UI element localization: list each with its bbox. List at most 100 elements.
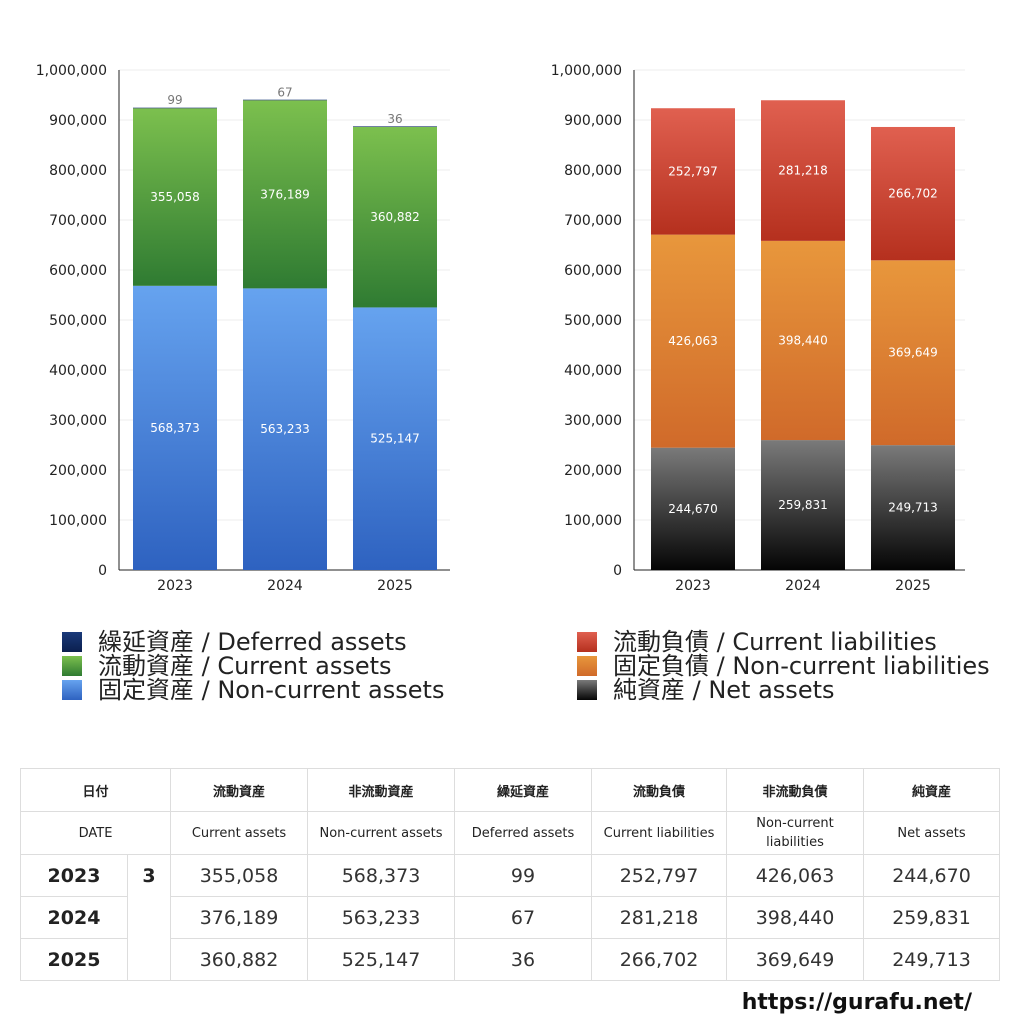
legend-item-noncurrent-liabilities: 固定負債 / Non-current liabilities [577,654,990,678]
x-tick-label: 2024 [267,578,303,594]
row-year: 2024 [20,896,128,939]
data-label: 281,218 [778,164,828,178]
y-tick-label: 800,000 [564,163,622,179]
row-year: 2025 [20,938,128,981]
y-tick-label: 200,000 [564,463,622,479]
y-tick-label: 900,000 [49,113,107,129]
data-label: 568,373 [150,421,200,435]
cell-net-assets: 259,831 [863,896,1001,939]
financial-data-table: 日付 流動資産 非流動資産 繰延資産 流動負債 非流動負債 純資産 DATE C… [19,768,1001,981]
bar-segment [353,126,437,127]
cell-noncurrent-liabilities: 426,063 [726,854,865,897]
data-label: 36 [387,112,402,126]
bar-segment [871,445,955,570]
cell-net-assets: 249,713 [863,938,1001,981]
legend-label: 純資産 / Net assets [613,676,835,704]
data-label: 67 [277,85,292,99]
header-noncurrent-liabilities-jp: 非流動負債 [726,768,865,812]
bar-segment [761,240,845,441]
header-deferred-assets-en: Deferred assets [454,811,593,855]
legend-swatch [577,632,597,652]
cell-current-assets: 355,058 [170,854,309,897]
data-label: 376,189 [260,187,310,201]
charts-canvas: 0 100,000 200,000 300,000 400,000 500,000 600,… [36,63,965,594]
legend-item-current-liabilities: 流動負債 / Current liabilities [577,630,990,654]
legend-item-deferred-assets: 繰延資産 / Deferred assets [62,630,444,654]
liabilities-legend: 流動負債 / Current liabilities 固定負債 / Non-cu… [577,630,990,702]
bar-segment [761,440,845,570]
cell-deferred-assets: 99 [454,854,593,897]
legend-label: 流動負債 / Current liabilities [613,628,937,656]
legend-label: 流動資産 / Current assets [98,652,392,680]
data-label: 355,058 [150,190,200,204]
legend-item-noncurrent-assets: 固定資産 / Non-current assets [62,678,444,702]
table-header-jp: 日付 流動資産 非流動資産 繰延資産 流動負債 非流動負債 純資産 [19,768,1001,812]
source-url-link[interactable]: https://gurafu.net/ [741,990,972,1015]
y-tick-label: 500,000 [49,313,107,329]
data-label: 99 [167,93,182,107]
y-tick-label: 500,000 [564,313,622,329]
assets-legend: 繰延資産 / Deferred assets 流動資産 / Current as… [62,630,444,702]
header-noncurrent-assets-jp: 非流動資産 [307,768,456,812]
y-tick-label: 100,000 [564,513,622,529]
legend-label: 固定負債 / Non-current liabilities [613,652,990,680]
bar-segment [353,126,437,308]
table-row: 2025 360,882 525,147 36 266,702 369,649 … [20,938,1001,981]
bar-segment [243,288,327,570]
data-label: 369,649 [888,346,938,360]
bar-segment [243,99,327,101]
header-noncurrent-assets-en: Non-current assets [307,811,456,855]
y-tick-label: 0 [613,563,622,579]
data-label: 525,147 [370,432,420,446]
data-label: 266,702 [888,187,938,201]
data-label: 252,797 [668,164,718,178]
data-label: 249,713 [888,501,938,515]
y-tick-label: 400,000 [564,363,622,379]
header-noncurrent-liabilities-en: Non-current liabilities [726,811,865,855]
cell-deferred-assets: 67 [454,896,593,939]
bar-segment [761,100,845,241]
header-current-assets-en: Current assets [170,811,309,855]
y-tick-label: 1,000,000 [551,63,622,79]
table-row: 2023 3 355,058 568,373 99 252,797 426,06… [20,854,1001,981]
x-tick-label: 2025 [377,578,413,594]
y-tick-label: 800,000 [49,163,107,179]
cell-noncurrent-assets: 563,233 [307,896,456,939]
bar-segment [133,285,217,570]
table-row: 2024 376,189 563,233 67 281,218 398,440 … [20,896,1001,939]
x-tick-label: 2023 [675,578,711,594]
bar-segment [353,307,437,570]
table-header-en: DATE Current assets Non-current assets D… [19,811,1001,855]
y-tick-label: 300,000 [564,413,622,429]
bar-segment [871,126,955,261]
cell-current-liabilities: 281,218 [591,896,728,939]
x-tick-label: 2023 [157,578,193,594]
y-tick-label: 0 [98,563,107,579]
cell-noncurrent-assets: 525,147 [307,938,456,981]
legend-label: 固定資産 / Non-current assets [98,676,445,704]
header-current-liabilities-en: Current liabilities [591,811,728,855]
header-net-assets-jp: 純資産 [863,768,1001,812]
legend-label: 繰延資産 / Deferred assets [98,628,407,656]
data-label: 259,831 [778,498,828,512]
y-tick-label: 1,000,000 [36,63,107,79]
bar-segment [651,234,735,448]
bar-segment [133,108,217,286]
cell-current-liabilities: 252,797 [591,854,728,897]
row-year: 2023 [20,854,128,897]
header-net-assets-en: Net assets [863,811,1001,855]
cell-current-assets: 360,882 [170,938,309,981]
data-label: 426,063 [668,334,718,348]
cell-noncurrent-assets: 568,373 [307,854,456,897]
cell-current-liabilities: 266,702 [591,938,728,981]
header-current-assets-jp: 流動資産 [170,768,309,812]
legend-swatch [62,680,82,700]
y-tick-label: 200,000 [49,463,107,479]
y-tick-label: 600,000 [49,263,107,279]
header-current-liabilities-jp: 流動負債 [591,768,728,812]
cell-noncurrent-liabilities: 398,440 [726,896,865,939]
header-date-jp: 日付 [19,768,172,812]
bar-segment [243,100,327,289]
bar-segment [871,260,955,446]
bar-segment [133,107,217,109]
